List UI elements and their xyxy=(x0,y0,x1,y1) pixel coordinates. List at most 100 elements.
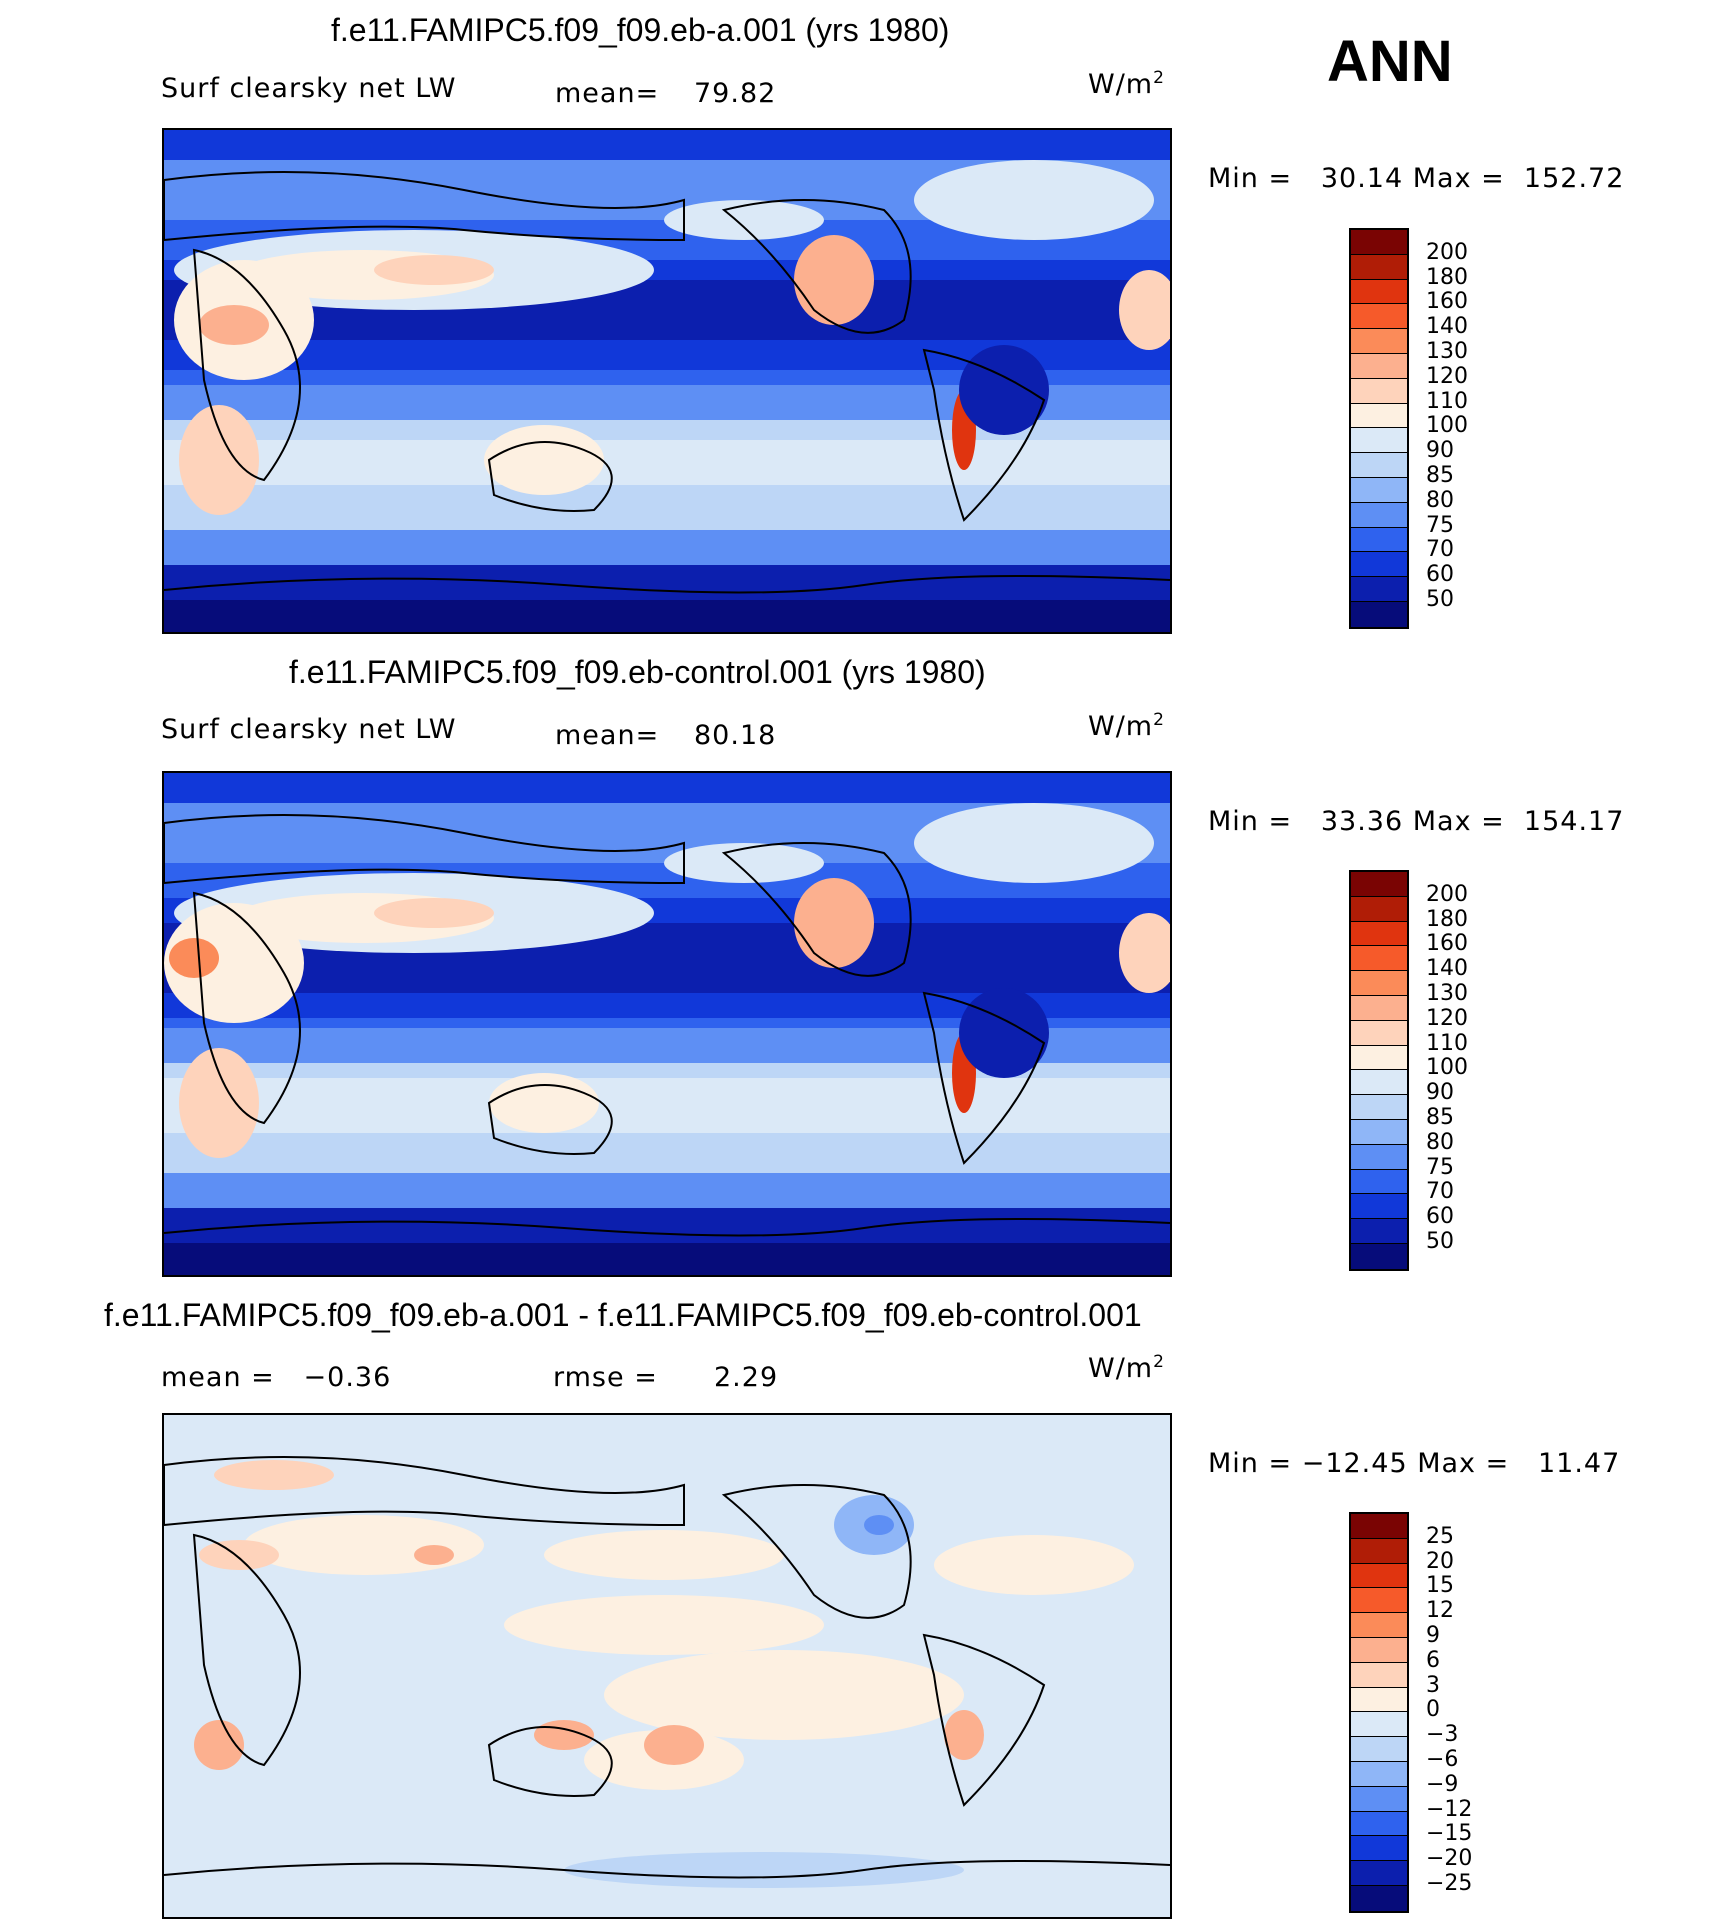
colorbar-tick-label: −9 xyxy=(1426,1771,1459,1797)
colorbar-segment xyxy=(1351,1219,1407,1244)
stat-label: mean= xyxy=(555,78,660,109)
colorbar-segment xyxy=(1351,304,1407,330)
colorbar-tick-label: 75 xyxy=(1426,512,1454,538)
colorbar-segment xyxy=(1351,577,1407,602)
colorbar-tick-label: 9 xyxy=(1426,1623,1440,1648)
colorbar-tick-label: 0 xyxy=(1426,1697,1440,1723)
colorbar xyxy=(1349,870,1409,1271)
stat-label: mean= xyxy=(555,720,660,751)
colorbar-tick-label: 75 xyxy=(1426,1154,1454,1180)
colorbar-segment xyxy=(1351,1020,1407,1046)
colorbar-segment xyxy=(1351,872,1407,897)
colorbar-tick-label: 90 xyxy=(1426,438,1454,464)
colorbar-segment xyxy=(1351,329,1407,354)
colorbar-segment xyxy=(1351,428,1407,454)
map-panel xyxy=(162,1413,1172,1919)
colorbar-segment xyxy=(1351,1786,1407,1812)
colorbar-segment xyxy=(1351,1761,1407,1787)
units-label: W/m2 xyxy=(1088,710,1165,742)
colorbar-segment xyxy=(1351,1687,1407,1713)
colorbar-segment xyxy=(1351,1662,1407,1688)
colorbar-tick-label: 15 xyxy=(1426,1573,1454,1599)
colorbar-tick-label: 80 xyxy=(1426,1129,1454,1155)
colorbar-tick-label: 70 xyxy=(1426,1179,1454,1205)
units-label: W/m2 xyxy=(1088,1352,1165,1384)
panel-title: f.e11.FAMIPC5.f09_f09.eb-a.001 (yrs 1980… xyxy=(331,12,950,48)
colorbar-segment xyxy=(1351,477,1407,503)
colorbar-tick-label: 200 xyxy=(1426,881,1468,907)
colorbar-tick-label: 180 xyxy=(1426,906,1468,932)
colorbar-tick-label: 100 xyxy=(1426,413,1468,439)
colorbar-tick-label: 120 xyxy=(1426,1005,1468,1031)
colorbar-tick-label: 100 xyxy=(1426,1055,1468,1081)
colorbar-segment xyxy=(1351,601,1407,627)
colorbar-tick-label: −6 xyxy=(1426,1747,1459,1772)
colorbar-tick-label: 140 xyxy=(1426,314,1468,340)
colorbar-segment xyxy=(1351,995,1407,1021)
colorbar-segment xyxy=(1351,1588,1407,1614)
min-max-label: Min = −12.45 Max = 11.47 xyxy=(1208,1448,1621,1479)
colorbar-segment xyxy=(1351,1514,1407,1539)
colorbar-segment xyxy=(1351,453,1407,478)
colorbar-segment xyxy=(1351,254,1407,280)
colorbar-segment xyxy=(1351,1861,1407,1886)
map-panel xyxy=(162,771,1172,1277)
colorbar-tick-label: 50 xyxy=(1426,587,1454,612)
colorbar-tick-label: 25 xyxy=(1426,1523,1454,1549)
stat-value: 79.82 xyxy=(694,78,777,109)
colorbar-tick-label: 200 xyxy=(1426,239,1468,265)
colorbar-segment xyxy=(1351,1712,1407,1738)
colorbar-tick-label: 85 xyxy=(1426,463,1454,488)
colorbar-tick-label: 80 xyxy=(1426,487,1454,513)
map-panel xyxy=(162,128,1172,634)
stat-value: 80.18 xyxy=(694,720,777,751)
colorbar-tick-label: 130 xyxy=(1426,339,1468,364)
panel-title: f.e11.FAMIPC5.f09_f09.eb-control.001 (yr… xyxy=(289,654,986,690)
colorbar-segment xyxy=(1351,1613,1407,1638)
colorbar-segment xyxy=(1351,1243,1407,1269)
colorbar-tick-label: 140 xyxy=(1426,956,1468,982)
colorbar-tick-label: −15 xyxy=(1426,1821,1473,1847)
colorbar-tick-label: 60 xyxy=(1426,562,1454,588)
colorbar-tick-label: 60 xyxy=(1426,1204,1454,1230)
colorbar-tick-label: 50 xyxy=(1426,1229,1454,1254)
colorbar-segment xyxy=(1351,279,1407,305)
colorbar-segment xyxy=(1351,378,1407,404)
colorbar-segment xyxy=(1351,527,1407,553)
colorbar-tick-label: 3 xyxy=(1426,1672,1440,1698)
colorbar-segment xyxy=(1351,230,1407,255)
colorbar-segment xyxy=(1351,921,1407,947)
colorbar-segment xyxy=(1351,1737,1407,1762)
colorbar-segment xyxy=(1351,502,1407,528)
colorbar-tick-label: 160 xyxy=(1426,289,1468,315)
colorbar-segment xyxy=(1351,1538,1407,1564)
colorbar-segment xyxy=(1351,1885,1407,1911)
panel-title: f.e11.FAMIPC5.f09_f09.eb-a.001 - f.e11.F… xyxy=(104,1297,1142,1333)
colorbar xyxy=(1349,228,1409,629)
colorbar-tick-label: −20 xyxy=(1426,1846,1473,1872)
colorbar-segment xyxy=(1351,1070,1407,1096)
colorbar-segment xyxy=(1351,1637,1407,1663)
colorbar-segment xyxy=(1351,896,1407,922)
units-label: W/m2 xyxy=(1088,68,1165,100)
season-label: ANN xyxy=(1327,29,1453,94)
colorbar-tick-label: −25 xyxy=(1426,1871,1473,1896)
variable-label: Surf clearsky net LW xyxy=(161,73,457,104)
stat-label: rmse = xyxy=(553,1362,658,1393)
colorbar-tick-label: 130 xyxy=(1426,981,1468,1006)
colorbar-tick-label: 85 xyxy=(1426,1105,1454,1130)
colorbar-segment xyxy=(1351,552,1407,578)
colorbar-tick-label: 120 xyxy=(1426,363,1468,389)
colorbar-tick-label: 90 xyxy=(1426,1080,1454,1106)
colorbar-tick-label: 180 xyxy=(1426,264,1468,290)
colorbar-segment xyxy=(1351,1144,1407,1170)
colorbar-tick-label: −12 xyxy=(1426,1796,1473,1822)
colorbar-tick-label: −3 xyxy=(1426,1722,1459,1748)
colorbar-tick-label: 6 xyxy=(1426,1647,1440,1673)
colorbar xyxy=(1349,1512,1409,1913)
colorbar-segment xyxy=(1351,946,1407,972)
colorbar-segment xyxy=(1351,1169,1407,1195)
min-max-label: Min = 30.14 Max = 152.72 xyxy=(1208,163,1625,194)
colorbar-segment xyxy=(1351,353,1407,379)
colorbar-segment xyxy=(1351,1811,1407,1837)
